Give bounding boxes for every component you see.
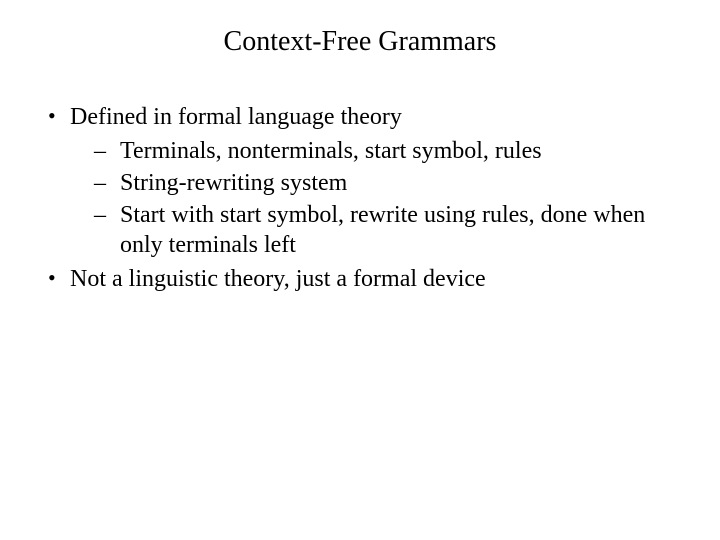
- list-item: Terminals, nonterminals, start symbol, r…: [94, 136, 690, 166]
- slide: Context-Free Grammars Defined in formal …: [0, 0, 720, 540]
- list-item: Not a linguistic theory, just a formal d…: [48, 264, 690, 294]
- bullet-list: Defined in formal language theory Termin…: [30, 102, 690, 294]
- list-item: Start with start symbol, rewrite using r…: [94, 200, 690, 260]
- bullet-text: Start with start symbol, rewrite using r…: [120, 202, 645, 258]
- bullet-text: Not a linguistic theory, just a formal d…: [70, 266, 486, 292]
- list-item: String-rewriting system: [94, 168, 690, 198]
- bullet-text: Terminals, nonterminals, start symbol, r…: [120, 138, 542, 164]
- bullet-text: Defined in formal language theory: [70, 104, 402, 130]
- list-item: Defined in formal language theory Termin…: [48, 102, 690, 260]
- slide-title: Context-Free Grammars: [30, 26, 690, 58]
- bullet-text: String-rewriting system: [120, 170, 347, 196]
- sub-bullet-list: Terminals, nonterminals, start symbol, r…: [70, 136, 690, 260]
